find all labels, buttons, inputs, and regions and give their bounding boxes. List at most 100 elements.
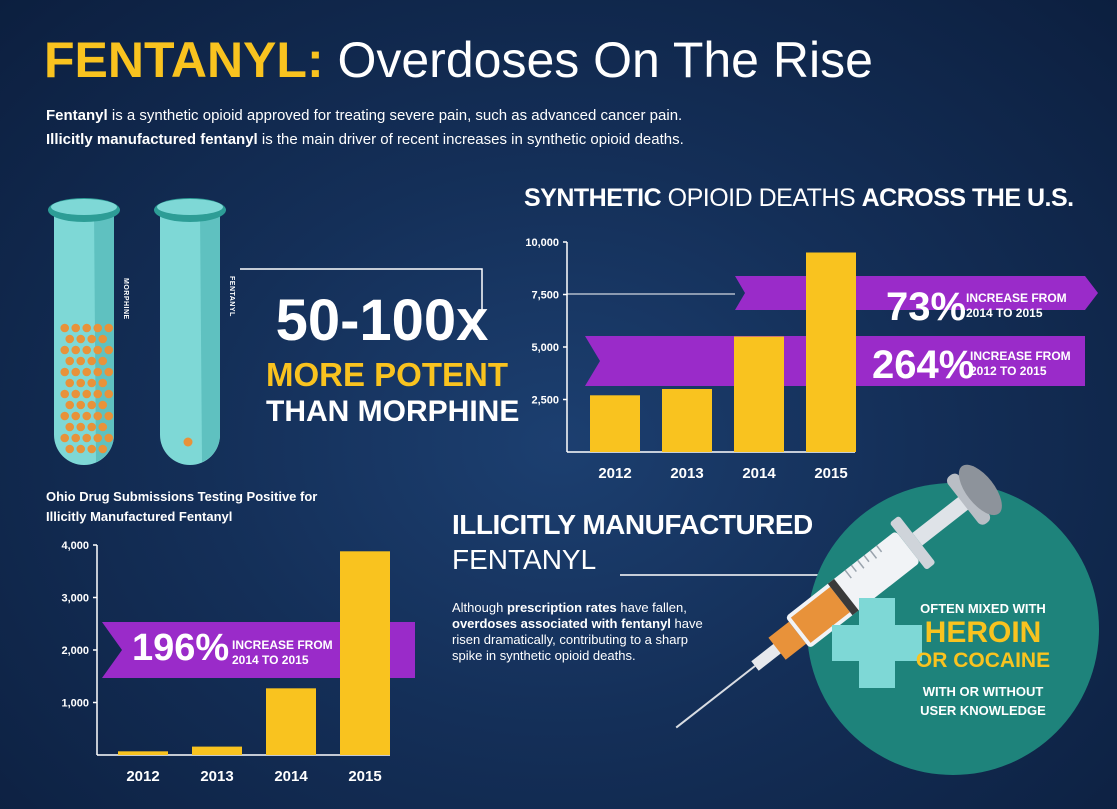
para-text-3: have risen dramatically, contributing to…: [452, 616, 703, 663]
morphine-dot: [82, 411, 92, 421]
y-tick-label: 5,000: [531, 342, 559, 354]
morphine-dot: [82, 345, 92, 355]
morphine-dot: [65, 356, 75, 366]
morphine-dot: [65, 400, 75, 410]
x-tick-label: 2013: [670, 465, 703, 482]
y-tick-label: 3,000: [61, 593, 89, 605]
morphine-label: MORPHINE: [122, 278, 129, 320]
syringe-graphic: [675, 464, 1099, 775]
y-tick-label: 2,500: [531, 395, 559, 407]
syringe-icon: [675, 464, 1002, 729]
chart1-banner-1-text2: 2014 TO 2015: [966, 306, 1043, 320]
morphine-dot: [76, 422, 86, 432]
morphine-dot: [60, 411, 70, 421]
x-tick-label: 2012: [598, 465, 631, 482]
morphine-dot: [87, 422, 97, 432]
illicit-heading-1: ILLICITLY MANUFACTURED: [452, 509, 813, 540]
morphine-dot: [98, 444, 108, 454]
intro-line-1: Fentanyl is a synthetic opioid approved …: [46, 107, 682, 124]
intro-bold-1: Fentanyl: [46, 107, 108, 124]
morphine-dot: [82, 367, 92, 377]
x-tick-label: 2013: [200, 768, 233, 785]
increase-banner: [102, 622, 415, 678]
morphine-dot: [82, 323, 92, 333]
potency-number: 50-100x: [275, 288, 489, 353]
morphine-dot: [71, 411, 81, 421]
morphine-dot: [87, 444, 97, 454]
chart1-title-bold-2: ACROSS THE U.S.: [861, 184, 1074, 212]
morphine-dot: [71, 323, 81, 333]
morphine-dot: [65, 378, 75, 388]
ohio-submissions-chart: 1,000 2,000 3,000 4,000 2012 2013 2014 2015: [61, 540, 415, 785]
synthetic-deaths-chart: 2,500 5,000 7,500 10,000 2012 2013 2014 2015: [525, 237, 1098, 482]
morphine-dot: [82, 389, 92, 399]
chart1-banner-1-pct: 73%: [886, 285, 967, 329]
mix-line-1: OFTEN MIXED WITH: [920, 601, 1046, 616]
morphine-dot: [104, 345, 114, 355]
mix-line-3: OR COCAINE: [915, 649, 1051, 672]
morphine-dot: [87, 400, 97, 410]
morphine-dot: [65, 422, 75, 432]
x-tick-label: 2015: [814, 465, 847, 482]
x-tick-label: 2014: [274, 768, 308, 785]
morphine-dot: [93, 323, 103, 333]
morphine-dot: [71, 389, 81, 399]
mix-line-4: WITH OR WITHOUT: [922, 684, 1044, 699]
illicit-heading-2: FENTANYL: [452, 544, 597, 575]
chart2-title: Ohio Drug Submissions Testing Positive f…: [46, 487, 317, 527]
chart2-banner-pct: 196%: [132, 627, 230, 669]
chart2-title-line-1: Ohio Drug Submissions Testing Positive f…: [46, 489, 318, 504]
morphine-dot: [104, 389, 114, 399]
morphine-dot: [93, 411, 103, 421]
morphine-dot: [87, 334, 97, 344]
illicit-paragraph: Although prescription rates have fallen,…: [452, 600, 712, 664]
chart1-banner-2-pct: 264%: [872, 343, 975, 387]
connector-line: [240, 268, 483, 312]
y-tick-label: 4,000: [61, 540, 89, 552]
bar: [192, 746, 242, 755]
morphine-dot: [65, 334, 75, 344]
x-tick-label: 2015: [348, 768, 381, 785]
test-tube-icon: [48, 198, 120, 465]
morphine-dot: [76, 356, 86, 366]
morphine-dot: [65, 444, 75, 454]
morphine-dot: [93, 389, 103, 399]
title-rest: Overdoses On The Rise: [323, 32, 873, 88]
fentanyl-label: FENTANYL: [228, 276, 235, 317]
title-highlight: FENTANYL:: [44, 32, 324, 88]
x-tick-label: 2014: [742, 465, 776, 482]
morphine-dot: [93, 367, 103, 377]
test-tube-icon: [154, 198, 226, 465]
morphine-dot: [76, 444, 86, 454]
chart2-banner-text2: 2014 TO 2015: [232, 653, 309, 667]
chart1-banner-2-text1: INCREASE FROM: [970, 349, 1071, 363]
para-bold-2: overdoses associated with fentanyl: [452, 616, 671, 631]
chart2-banner-text1: INCREASE FROM: [232, 638, 333, 652]
intro-bold-2: Illicitly manufactured fentanyl: [46, 131, 258, 148]
morphine-dot: [104, 411, 114, 421]
chart2-title-line-2: Illicitly Manufactured Fentanyl: [46, 509, 233, 524]
morphine-dot: [60, 367, 70, 377]
potency-line-3: THAN MORPHINE: [266, 395, 520, 428]
intro-rest-1: is a synthetic opioid approved for treat…: [107, 107, 683, 124]
chart1-title-bold-1: SYNTHETIC: [524, 184, 662, 212]
test-tubes: [48, 198, 226, 465]
morphine-dot: [104, 367, 114, 377]
mix-line-2: HEROIN: [924, 616, 1042, 649]
morphine-dot: [104, 323, 114, 333]
morphine-dot: [82, 433, 92, 443]
morphine-dot: [76, 334, 86, 344]
morphine-dot: [93, 345, 103, 355]
morphine-dot: [76, 400, 86, 410]
morphine-dot: [98, 400, 108, 410]
y-tick-label: 1,000: [61, 698, 89, 710]
mix-line-5: USER KNOWLEDGE: [920, 703, 1046, 718]
morphine-dot: [87, 378, 97, 388]
morphine-dot: [76, 378, 86, 388]
potency-line-2: MORE POTENT: [266, 356, 509, 393]
bar: [662, 389, 712, 452]
morphine-dot: [98, 356, 108, 366]
y-tick-label: 2,000: [61, 645, 89, 657]
morphine-dot: [104, 433, 114, 443]
